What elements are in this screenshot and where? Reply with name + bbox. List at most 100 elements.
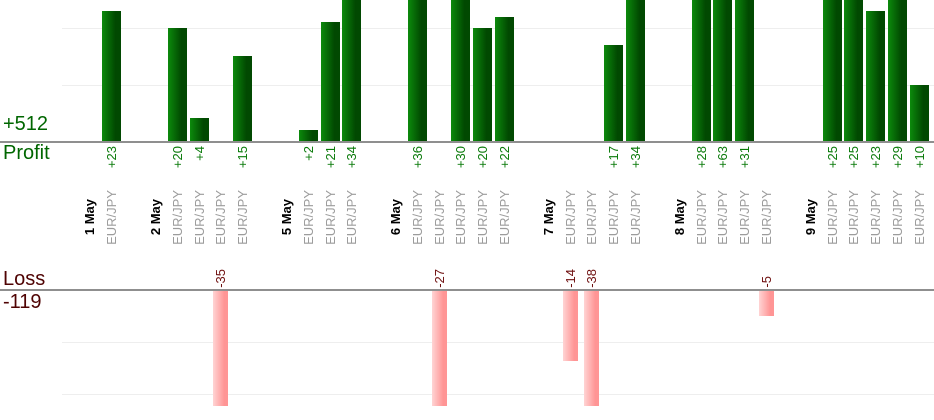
loss-bar xyxy=(584,291,600,406)
chart-column xyxy=(341,0,363,141)
pair-label: EUR/JPY xyxy=(300,189,316,245)
chart-column xyxy=(625,0,647,141)
profit-bars xyxy=(79,0,930,141)
loss-gridline-10 xyxy=(62,342,934,343)
chart-column xyxy=(537,254,559,288)
chart-column xyxy=(101,254,123,288)
chart-column xyxy=(908,254,930,288)
pair-label: EUR/JPY xyxy=(169,189,185,245)
profit-value-label: +4 xyxy=(191,146,207,161)
chart-column xyxy=(275,254,297,288)
chart-column: EUR/JPY xyxy=(188,182,210,252)
chart-column xyxy=(843,254,865,288)
chart-column xyxy=(363,182,385,252)
chart-column: +23 xyxy=(865,146,887,186)
pair-label: EUR/JPY xyxy=(431,189,447,245)
profit-bar xyxy=(473,28,493,141)
chart-column xyxy=(472,291,494,406)
profit-value-label: +30 xyxy=(453,146,469,169)
chart-column: EUR/JPY xyxy=(472,182,494,252)
chart-column: -35 xyxy=(210,254,232,288)
chart-column: -5 xyxy=(756,254,778,288)
chart-column xyxy=(363,146,385,186)
chart-column xyxy=(603,0,625,141)
loss-axis-label: Loss xyxy=(3,268,46,290)
chart-column: EUR/JPY xyxy=(166,182,188,252)
chart-column xyxy=(123,182,145,252)
chart-column xyxy=(188,0,210,141)
profit-bar xyxy=(888,0,908,141)
profit-bar xyxy=(233,56,253,141)
chart-column xyxy=(799,146,821,186)
chart-column xyxy=(799,0,821,141)
chart-column: +23 xyxy=(101,146,123,186)
chart-column xyxy=(778,182,800,252)
chart-column xyxy=(494,254,516,288)
chart-column: -14 xyxy=(559,254,581,288)
chart-column xyxy=(123,146,145,186)
chart-column xyxy=(363,254,385,288)
chart-column xyxy=(210,0,232,141)
chart-column xyxy=(625,291,647,406)
chart-column: EUR/JPY xyxy=(232,182,254,252)
pair-label: EUR/JPY xyxy=(759,189,775,245)
chart-column xyxy=(690,291,712,406)
chart-column xyxy=(319,0,341,141)
chart-column xyxy=(647,254,669,288)
chart-column xyxy=(734,291,756,406)
profit-bar xyxy=(451,0,471,141)
pair-label: EUR/JPY xyxy=(453,189,469,245)
chart-column xyxy=(385,146,407,186)
chart-column xyxy=(450,291,472,406)
pair-label: EUR/JPY xyxy=(715,189,731,245)
profit-value-label: +31 xyxy=(737,146,753,169)
chart-column: EUR/JPY xyxy=(319,182,341,252)
chart-column: +31 xyxy=(734,146,756,186)
chart-column: EUR/JPY xyxy=(712,182,734,252)
chart-column: EUR/JPY xyxy=(406,182,428,252)
chart-column xyxy=(79,291,101,406)
chart-column: EUR/JPY xyxy=(581,182,603,252)
profit-value-label: +36 xyxy=(409,146,425,169)
chart-column: EUR/JPY xyxy=(297,182,319,252)
chart-column xyxy=(275,146,297,186)
chart-column xyxy=(734,0,756,141)
loss-plot-area xyxy=(0,291,934,406)
chart-column xyxy=(297,291,319,406)
chart-column: EUR/JPY xyxy=(559,182,581,252)
pair-label: EUR/JPY xyxy=(628,189,644,245)
chart-column xyxy=(428,291,450,406)
date-label: 1 May xyxy=(82,198,98,236)
profit-bar xyxy=(189,118,209,141)
chart-column xyxy=(756,146,778,186)
chart-column xyxy=(603,254,625,288)
loss-bar xyxy=(562,291,578,361)
chart-column xyxy=(865,254,887,288)
chart-column xyxy=(887,0,909,141)
loss-bars xyxy=(79,291,930,406)
chart-column xyxy=(516,291,538,406)
chart-column xyxy=(865,291,887,406)
chart-column: +10 xyxy=(908,146,930,186)
chart-column: +36 xyxy=(406,146,428,186)
profit-bar xyxy=(320,22,340,141)
chart-column xyxy=(101,0,123,141)
chart-column xyxy=(625,254,647,288)
chart-column xyxy=(210,291,232,406)
chart-column: +20 xyxy=(166,146,188,186)
chart-column xyxy=(188,254,210,288)
chart-column xyxy=(581,0,603,141)
loss-value-label: -35 xyxy=(213,269,229,288)
chart-column: EUR/JPY xyxy=(101,182,123,252)
chart-column: EUR/JPY xyxy=(625,182,647,252)
pair-label: EUR/JPY xyxy=(890,189,906,245)
loss-axis-line xyxy=(0,289,934,291)
profit-bar xyxy=(735,0,755,141)
chart-column xyxy=(275,291,297,406)
profit-value-label: +23 xyxy=(868,146,884,169)
chart-column: EUR/JPY xyxy=(843,182,865,252)
chart-column xyxy=(232,291,254,406)
pair-label: EUR/JPY xyxy=(584,189,600,245)
chart-column xyxy=(647,0,669,141)
